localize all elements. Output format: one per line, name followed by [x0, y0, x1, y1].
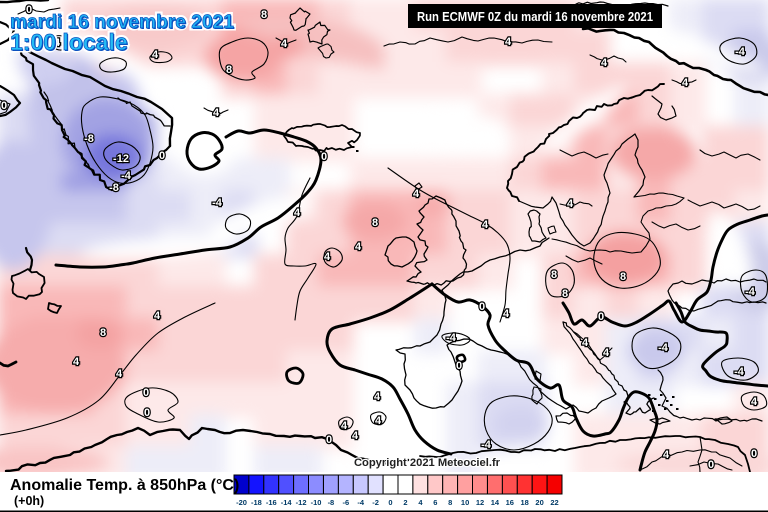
svg-text:2: 2: [403, 498, 407, 507]
svg-text:-8: -8: [84, 133, 94, 145]
svg-text:4: 4: [54, 37, 61, 49]
svg-text:0: 0: [326, 434, 332, 446]
svg-text:20: 20: [535, 498, 543, 507]
svg-text:0: 0: [751, 448, 757, 460]
svg-text:Copyright 2021 Meteociel.fr: Copyright 2021 Meteociel.fr: [354, 457, 501, 469]
svg-text:4: 4: [601, 57, 608, 69]
svg-text:-4: -4: [481, 439, 492, 451]
svg-text:-2: -2: [372, 498, 379, 507]
svg-text:4: 4: [73, 356, 80, 368]
svg-text:(+0h): (+0h): [14, 494, 44, 508]
svg-text:-14: -14: [281, 498, 293, 507]
svg-text:8: 8: [448, 498, 452, 507]
svg-text:0: 0: [26, 4, 32, 16]
svg-text:-8: -8: [109, 182, 119, 194]
svg-text:-4: -4: [745, 286, 756, 298]
svg-text:8: 8: [551, 269, 557, 281]
svg-text:-18: -18: [251, 498, 262, 507]
svg-text:4: 4: [375, 415, 382, 427]
svg-text:4: 4: [413, 188, 420, 200]
svg-text:4: 4: [567, 198, 574, 210]
svg-text:10: 10: [461, 498, 469, 507]
svg-text:4: 4: [482, 219, 489, 231]
svg-text:-4: -4: [212, 197, 223, 209]
svg-text:4: 4: [152, 49, 159, 61]
svg-text:Run ECMWF 0Z du mardi 16 novem: Run ECMWF 0Z du mardi 16 novembre 2021: [417, 10, 653, 24]
svg-text:4: 4: [374, 391, 381, 403]
svg-text:-6: -6: [342, 498, 349, 507]
svg-text:8: 8: [620, 271, 626, 283]
svg-text:-8: -8: [328, 498, 335, 507]
svg-text:0: 0: [598, 311, 604, 323]
svg-text:4: 4: [213, 107, 220, 119]
svg-text:-12: -12: [296, 498, 307, 507]
svg-text:4: 4: [582, 337, 589, 349]
svg-text:14: 14: [491, 498, 500, 507]
svg-text:0: 0: [456, 360, 462, 372]
svg-text:8: 8: [100, 327, 106, 339]
svg-text:12: 12: [476, 498, 484, 507]
svg-text:4: 4: [281, 38, 288, 50]
svg-text:4: 4: [154, 310, 161, 322]
svg-text:-12: -12: [113, 153, 129, 165]
svg-text:4: 4: [294, 207, 301, 219]
svg-text:4: 4: [352, 430, 359, 442]
svg-text:16: 16: [506, 498, 514, 507]
svg-text:4: 4: [505, 36, 512, 48]
svg-text:-4: -4: [735, 46, 746, 58]
svg-text:0: 0: [159, 150, 165, 162]
svg-text:4: 4: [682, 77, 689, 89]
svg-text:-16: -16: [266, 498, 277, 507]
svg-text:0: 0: [1, 100, 7, 112]
svg-text:8: 8: [226, 64, 232, 76]
svg-text:1:00 locale: 1:00 locale: [10, 29, 128, 55]
svg-text:4: 4: [418, 498, 423, 507]
svg-text:mardi 16 novembre 2021: mardi 16 novembre 2021: [10, 12, 234, 33]
svg-text:0: 0: [143, 387, 149, 399]
svg-text:4: 4: [663, 449, 670, 461]
svg-text:4: 4: [355, 241, 362, 253]
svg-text:0: 0: [708, 459, 714, 471]
svg-text:4: 4: [751, 396, 758, 408]
svg-text:-4: -4: [121, 170, 132, 182]
svg-text:-20: -20: [236, 498, 247, 507]
svg-text:6: 6: [433, 498, 437, 507]
svg-text:mardi 16 novembre 2021: mardi 16 novembre 2021: [11, 13, 235, 34]
svg-text:-4: -4: [446, 332, 457, 344]
svg-text:8: 8: [372, 217, 378, 229]
svg-text:4: 4: [324, 251, 331, 263]
svg-text:-10: -10: [311, 498, 322, 507]
svg-text:Anomalie Temp. à 850hPa (°C): Anomalie Temp. à 850hPa (°C): [10, 477, 239, 494]
svg-text:22: 22: [550, 498, 558, 507]
svg-text:4: 4: [503, 308, 510, 320]
svg-text:0: 0: [144, 407, 150, 419]
svg-text:-4: -4: [658, 342, 669, 354]
svg-text:0: 0: [479, 301, 485, 313]
svg-text:-4: -4: [734, 366, 745, 378]
svg-text:mardi 16 novembre 2021: mardi 16 novembre 2021: [10, 12, 234, 33]
svg-text:4: 4: [341, 420, 348, 432]
svg-text:18: 18: [521, 498, 529, 507]
svg-text:8: 8: [562, 288, 568, 300]
svg-text:1:00 locale: 1:00 locale: [11, 30, 129, 56]
svg-text:-4: -4: [357, 498, 364, 507]
svg-text:8: 8: [261, 9, 267, 21]
svg-text:4: 4: [603, 347, 610, 359]
svg-text:4: 4: [116, 368, 123, 380]
svg-text:0: 0: [321, 151, 327, 163]
svg-text:1:00 locale: 1:00 locale: [10, 29, 128, 55]
svg-text:0: 0: [388, 498, 392, 507]
